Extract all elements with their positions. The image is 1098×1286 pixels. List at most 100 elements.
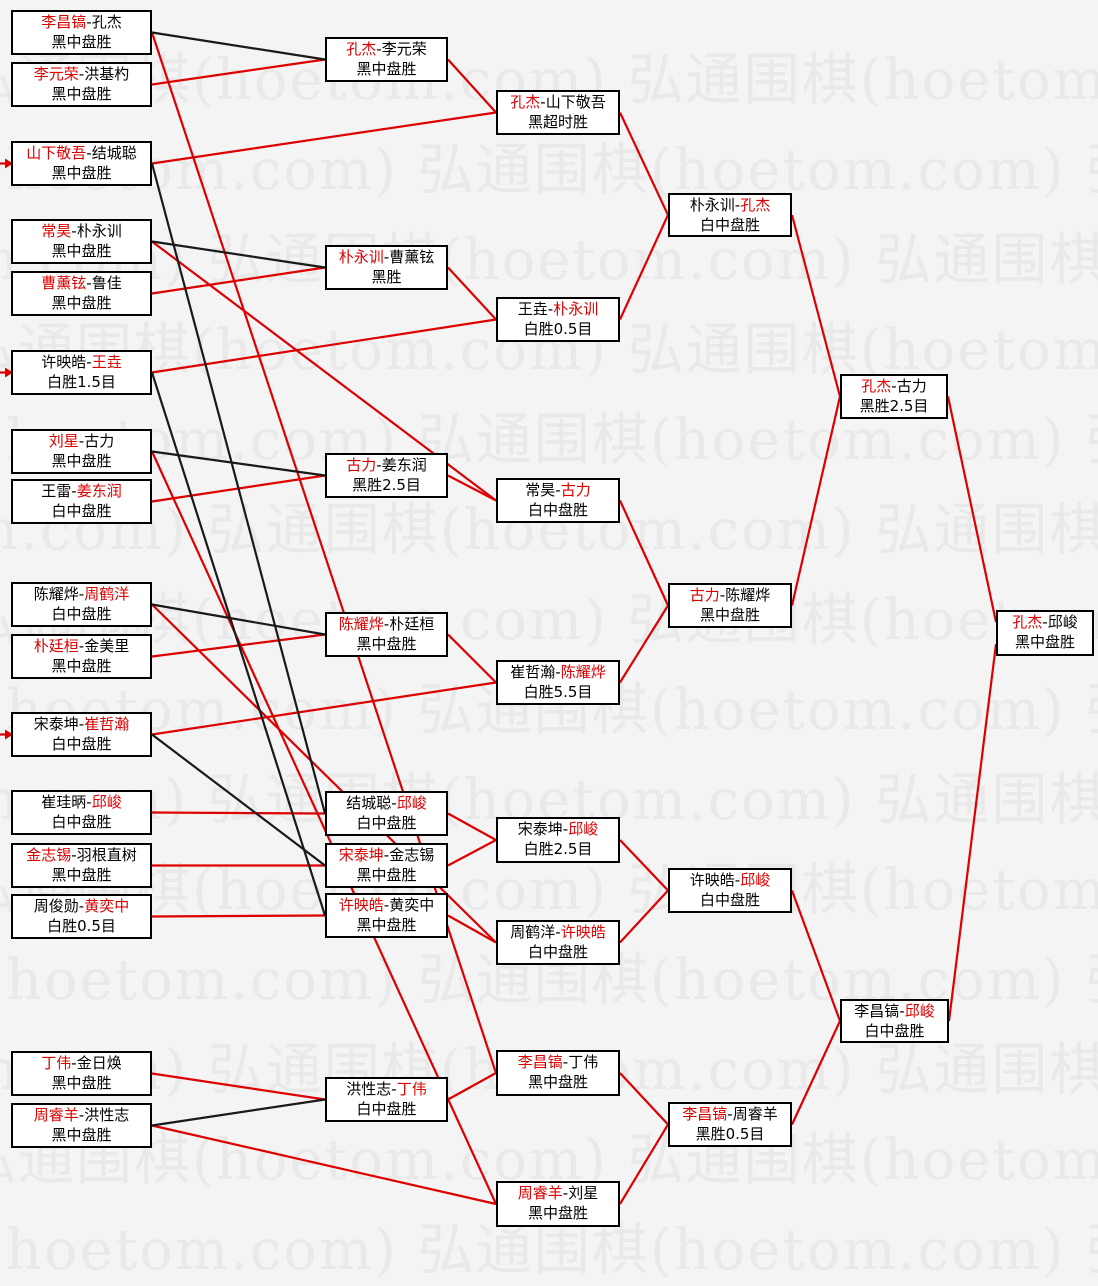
player-name-winner: 金志锡 [26, 846, 72, 864]
match-players: 李昌镐-丁伟 [498, 1052, 618, 1072]
player-name-winner: 朴廷桓 [33, 637, 79, 655]
match-box-c1m4: 常昊-朴永训 黑中盘胜 [11, 219, 152, 264]
player-name-winner: 邱峻 [740, 871, 771, 889]
player-name-winner: 孔杰 [510, 93, 541, 111]
match-result: 黑中盘胜 [527, 1204, 588, 1222]
match-result: 黑中盘胜 [51, 452, 112, 470]
player-name: 朴永训 [76, 222, 122, 240]
match-box-c1m16: 周睿羊-洪性志 黑中盘胜 [11, 1103, 152, 1148]
advance-line [447, 266, 497, 321]
player-name-winner: 许映皓 [560, 923, 606, 941]
drop-line [151, 450, 326, 477]
match-players: 许映皓-王垚 [13, 352, 150, 372]
match-box-c2m3: 古力-姜东润 黑胜2.5目 [325, 453, 448, 498]
player-separator: - [383, 846, 390, 864]
match-players: 李昌镐-周睿羊 [670, 1104, 790, 1124]
player-name: 许映皓 [41, 353, 87, 371]
match-result: 白中盘胜 [356, 814, 417, 832]
match-players: 宋泰坤-金志锡 [327, 845, 446, 865]
player-separator: - [727, 1105, 733, 1123]
player-name: 周鹤洋 [510, 923, 556, 941]
match-result: 黑中盘胜 [51, 657, 112, 675]
advance-line [790, 396, 842, 606]
match-result: 黑中盘胜 [699, 606, 760, 624]
match-result: 黑中盘胜 [51, 85, 112, 103]
match-box-c2m2: 朴永训-曹薰铉 黑胜 [325, 245, 448, 290]
player-separator: - [899, 1002, 905, 1020]
match-players: 崔哲瀚-陈耀烨 [498, 662, 618, 682]
match-players: 周睿羊-洪性志 [13, 1105, 150, 1125]
advance-line [151, 1072, 326, 1101]
match-box-c3m3: 常昊-古力 白中盘胜 [496, 478, 620, 523]
player-name-winner: 孔杰 [861, 377, 892, 395]
player-separator: - [71, 846, 77, 864]
player-separator: - [71, 222, 77, 240]
player-name-winner: 许映皓 [338, 896, 384, 914]
match-result: 黑中盘胜 [1014, 633, 1075, 651]
advance-line [946, 396, 998, 623]
advance-line [619, 112, 669, 216]
match-box-c2m7: 许映皓-黄奕中 黑中盘胜 [325, 893, 448, 938]
player-name: 陈耀烨 [725, 586, 771, 604]
match-players: 许映皓-邱峻 [670, 870, 790, 890]
player-separator: - [78, 585, 85, 603]
advance-line [151, 111, 497, 165]
player-name: 宋泰坤 [33, 715, 79, 733]
match-box-c5m1: 孔杰-古力 黑胜2.5目 [840, 374, 948, 419]
match-players: 洪性志-丁伟 [327, 1079, 446, 1099]
match-result: 黑胜2.5目 [352, 476, 421, 494]
advance-line [447, 839, 497, 867]
player-separator: - [78, 432, 85, 450]
player-separator: - [555, 481, 561, 499]
match-players: 孔杰-山下敬吾 [498, 92, 618, 112]
match-box-c3m4: 崔哲瀚-陈耀烨 白胜5.5目 [496, 660, 620, 705]
advance-line [151, 318, 497, 374]
drop-line [151, 733, 326, 867]
match-result: 黑中盘胜 [356, 916, 417, 934]
advance-line [619, 839, 669, 892]
player-name: 古力 [896, 377, 927, 395]
match-box-c1m5: 曹薰铉-鲁佳 黑中盘胜 [11, 271, 152, 316]
player-name: 邱峻 [1047, 613, 1078, 631]
match-players: 朴永训-曹薰铉 [327, 247, 446, 267]
player-separator: - [86, 793, 92, 811]
player-separator: - [78, 715, 85, 733]
advance-line [619, 1123, 669, 1205]
player-separator: - [86, 13, 92, 31]
match-box-c1m7: 刘星-古力 黑中盘胜 [11, 429, 152, 474]
player-name-winner: 邱峻 [91, 793, 122, 811]
player-separator: - [71, 482, 77, 500]
player-separator: - [562, 1053, 569, 1071]
player-name: 结城聪 [91, 144, 137, 162]
player-name: 洪性志 [84, 1106, 130, 1124]
match-result: 黑中盘胜 [51, 294, 112, 312]
watermark-row: 弘通围棋(hoetom.com) 弘通围棋(hoetom.com) 弘通围棋(h… [0, 138, 1098, 203]
advance-line [151, 681, 497, 736]
player-separator: - [383, 615, 390, 633]
advance-line [447, 633, 497, 684]
player-name-winner: 刘星 [48, 432, 79, 450]
match-box-c1m12: 崔珪昞-邱峻 白中盘胜 [11, 790, 152, 835]
match-players: 朴永训-孔杰 [670, 195, 790, 215]
match-box-c1m9: 陈耀烨-周鹤洋 白中盘胜 [11, 582, 152, 627]
player-separator: - [86, 274, 92, 292]
match-players: 常昊-古力 [498, 480, 618, 500]
drop-line [151, 31, 326, 61]
match-box-c4m3: 许映皓-邱峻 白中盘胜 [668, 868, 792, 913]
match-players: 陈耀烨-朴廷桓 [327, 614, 446, 634]
match-result: 白中盘胜 [51, 735, 112, 753]
player-separator: - [1042, 613, 1048, 631]
match-result: 白胜5.5目 [523, 683, 593, 701]
drop-line [151, 240, 326, 269]
player-name: 周睿羊 [732, 1105, 778, 1123]
advance-line [447, 58, 497, 114]
watermark-row: 弘通围棋(hoetom.com) 弘通围棋(hoetom.com) 弘通围棋(h… [0, 858, 1098, 923]
player-name: 周俊勋 [33, 897, 79, 915]
player-name-winner: 孔杰 [1012, 613, 1043, 631]
advance-line [790, 214, 842, 397]
player-separator: - [86, 144, 92, 162]
match-result: 黑中盘胜 [51, 164, 112, 182]
player-separator: - [734, 196, 741, 214]
player-separator: - [562, 1184, 569, 1202]
